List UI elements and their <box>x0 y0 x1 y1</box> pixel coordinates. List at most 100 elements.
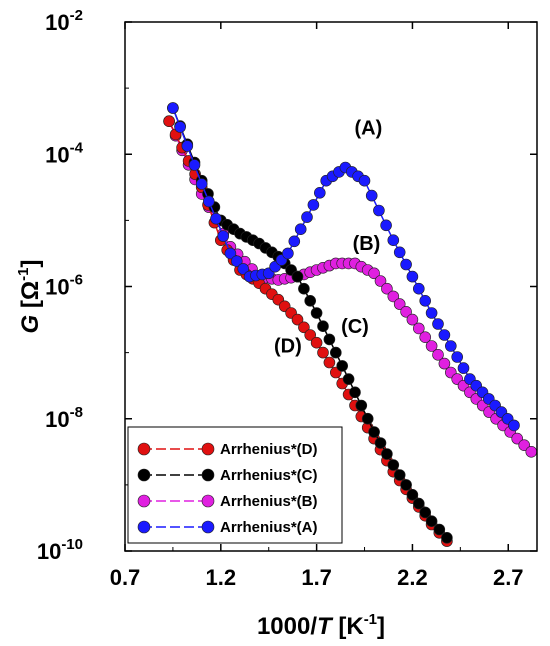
data-point <box>288 235 301 248</box>
data-point <box>298 321 310 334</box>
x-tick-label: 1.7 <box>301 565 332 590</box>
data-point <box>406 488 419 501</box>
legend-label: Arrhenius*(B) <box>220 493 318 510</box>
data-point <box>508 419 520 432</box>
data-point <box>400 258 412 271</box>
x-tick-label: 0.7 <box>110 565 141 590</box>
legend-marker <box>201 520 215 534</box>
data-point <box>163 115 175 127</box>
data-point <box>400 305 412 318</box>
curve-label: (A) <box>354 117 382 139</box>
data-point <box>188 159 201 171</box>
data-point <box>380 219 392 232</box>
legend-marker <box>137 468 151 482</box>
data-point <box>181 140 194 152</box>
x-tick-label: 1.2 <box>206 565 237 590</box>
series-a <box>167 102 520 432</box>
data-point <box>365 189 378 202</box>
legend-marker <box>201 442 215 456</box>
legend-item: Arrhenius*(D) <box>137 441 318 458</box>
data-point <box>406 313 419 326</box>
data-point <box>307 199 320 211</box>
data-point <box>342 373 355 385</box>
data-point <box>329 346 342 359</box>
data-point <box>210 212 222 225</box>
data-point <box>304 329 317 341</box>
data-point <box>438 357 451 370</box>
data-point <box>374 437 387 449</box>
data-point <box>373 204 385 217</box>
data-point <box>412 497 425 510</box>
data-point <box>438 329 451 341</box>
data-point <box>406 270 419 283</box>
legend-item: Arrhenius*(C) <box>137 467 318 484</box>
data-point <box>425 340 438 352</box>
data-point <box>349 386 361 399</box>
legend-marker <box>137 520 151 534</box>
curve-label: (C) <box>341 316 369 338</box>
data-point <box>291 313 304 326</box>
data-point <box>400 479 412 491</box>
data-point <box>432 318 444 330</box>
legend-box <box>127 426 343 544</box>
data-point <box>323 356 336 369</box>
data-point <box>310 336 323 349</box>
data-point <box>298 282 310 295</box>
data-point <box>387 234 400 246</box>
data-point <box>374 275 387 287</box>
data-point <box>317 346 329 359</box>
data-point <box>393 469 406 481</box>
data-point <box>432 348 444 361</box>
data-point <box>525 445 538 458</box>
legend-marker <box>201 468 215 482</box>
data-point <box>301 211 313 223</box>
curve-label: (B) <box>353 233 381 255</box>
data-point <box>282 247 294 260</box>
data-point <box>412 282 425 295</box>
data-point <box>412 322 425 335</box>
data-point <box>393 246 406 259</box>
y-tick-label: 10-10 <box>37 536 83 564</box>
data-point <box>368 267 380 280</box>
data-point <box>441 531 453 544</box>
legend-label: Arrhenius*(C) <box>220 467 318 484</box>
legend-item: Arrhenius*(A) <box>137 519 318 536</box>
legend-label: Arrhenius*(D) <box>220 441 318 458</box>
data-point <box>425 515 438 528</box>
y-tick-label: 10-6 <box>45 272 83 300</box>
data-point <box>387 459 400 471</box>
data-point <box>387 290 400 303</box>
data-point <box>361 412 374 425</box>
data-point <box>368 426 380 438</box>
data-point <box>317 320 329 333</box>
data-point <box>291 270 304 283</box>
data-point <box>195 178 208 190</box>
data-point <box>217 230 229 242</box>
curve-label: (D) <box>274 336 302 358</box>
data-point <box>237 263 249 275</box>
data-point <box>224 247 237 260</box>
legend-marker <box>137 494 151 508</box>
data-point <box>231 255 243 268</box>
data-point <box>451 351 464 363</box>
data-point <box>304 294 317 307</box>
x-axis-title: 1000/T [K-1] <box>257 611 385 640</box>
data-point <box>323 333 336 346</box>
data-point <box>355 399 368 412</box>
data-point <box>419 331 432 344</box>
legend-label: Arrhenius*(A) <box>220 519 318 536</box>
data-point <box>310 307 323 319</box>
data-point <box>518 439 531 452</box>
data-point <box>419 506 432 519</box>
data-point <box>167 102 179 114</box>
data-point <box>457 362 470 374</box>
data-point <box>444 340 457 352</box>
data-point <box>294 223 307 235</box>
x-tick-label: 2.2 <box>397 565 428 590</box>
data-point <box>203 195 215 208</box>
data-point <box>174 121 186 133</box>
legend-item: Arrhenius*(B) <box>137 493 318 510</box>
y-tick-label: 10-4 <box>45 139 83 167</box>
data-point <box>336 360 349 372</box>
